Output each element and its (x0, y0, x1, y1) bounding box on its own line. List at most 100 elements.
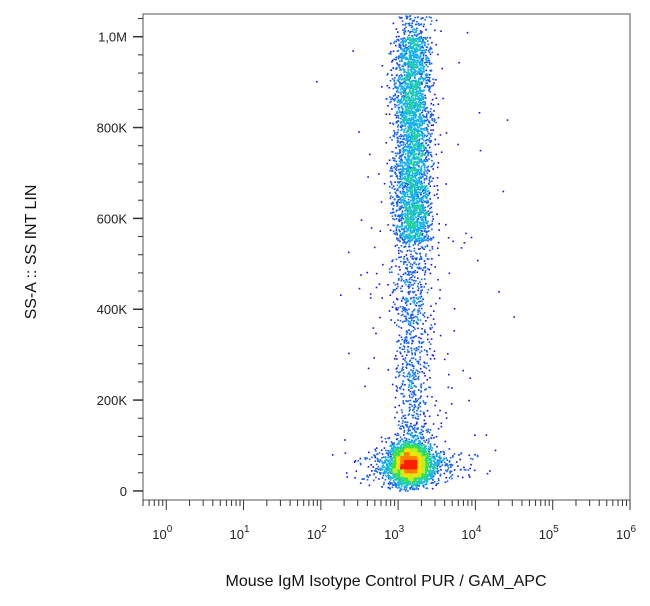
data-point (420, 449, 423, 452)
data-point (375, 332, 377, 335)
data-point (438, 229, 440, 231)
data-point (420, 90, 423, 92)
data-point (424, 415, 426, 418)
data-point (426, 258, 429, 260)
data-point (412, 52, 415, 55)
data-point (395, 447, 398, 449)
data-point (486, 472, 489, 475)
data-point (401, 290, 403, 292)
data-point (433, 465, 435, 468)
data-point (455, 461, 458, 463)
data-point (416, 108, 419, 110)
data-point (424, 270, 427, 272)
data-point (386, 452, 389, 455)
data-point (419, 435, 422, 438)
data-point (425, 16, 428, 18)
data-point (407, 93, 410, 96)
data-point (420, 390, 422, 392)
data-point (409, 77, 411, 80)
data-point (410, 114, 413, 117)
data-point (429, 211, 431, 214)
data-point (406, 331, 409, 334)
data-point (418, 120, 420, 123)
data-point (405, 207, 407, 210)
data-point (408, 283, 410, 286)
data-point (430, 85, 433, 87)
data-point (408, 72, 410, 74)
data-point (402, 57, 404, 59)
data-point (435, 153, 438, 156)
data-point (427, 49, 430, 52)
data-point (437, 469, 440, 472)
data-point (409, 277, 412, 279)
data-point (411, 205, 414, 207)
data-point (397, 57, 400, 60)
data-point (388, 52, 390, 55)
data-point (382, 471, 385, 474)
data-point (433, 460, 435, 462)
data-point (409, 47, 411, 50)
data-point (406, 121, 408, 124)
data-point (436, 465, 439, 468)
data-point (411, 432, 413, 434)
data-point (403, 485, 406, 488)
data-point (423, 330, 426, 333)
data-point (401, 135, 404, 137)
data-point (413, 290, 416, 293)
data-point (427, 112, 430, 114)
data-point (445, 464, 447, 466)
data-point (414, 434, 417, 436)
data-point (421, 437, 423, 440)
data-point (426, 431, 428, 433)
data-point (402, 345, 405, 347)
data-point (404, 164, 406, 167)
data-point (415, 486, 418, 489)
data-point (426, 151, 429, 153)
data-point (396, 131, 398, 134)
data-point (409, 271, 412, 273)
data-point (423, 167, 426, 169)
data-point (407, 145, 409, 148)
data-point (405, 315, 407, 318)
data-point (416, 168, 418, 171)
data-point (411, 156, 414, 159)
data-point (429, 37, 431, 39)
data-point (412, 258, 414, 260)
data-point (400, 87, 403, 89)
data-point (413, 172, 416, 175)
data-point (366, 479, 369, 481)
data-point (387, 72, 389, 75)
data-point (437, 478, 440, 480)
data-point (411, 342, 413, 345)
data-point (407, 427, 410, 429)
data-point (420, 218, 422, 221)
data-point (417, 81, 419, 84)
data-point (427, 205, 429, 208)
data-point (428, 146, 431, 149)
data-point (423, 159, 426, 161)
data-point (399, 165, 401, 167)
data-point (445, 223, 447, 226)
data-point (394, 82, 396, 84)
data-point (410, 109, 413, 112)
data-point (405, 108, 407, 110)
data-point (400, 144, 402, 146)
data-point (419, 114, 421, 116)
data-point (420, 289, 422, 292)
data-point (408, 202, 410, 205)
data-point (415, 156, 418, 158)
data-point (415, 190, 418, 193)
data-point (389, 180, 392, 183)
data-point (428, 457, 430, 459)
data-point (426, 114, 428, 117)
data-point (408, 234, 410, 237)
data-point (407, 58, 409, 61)
data-point (393, 135, 395, 138)
data-point (405, 204, 408, 207)
data-point (421, 307, 423, 310)
data-point (408, 410, 411, 412)
data-point (407, 198, 410, 201)
data-point (427, 120, 430, 122)
data-point (398, 484, 401, 487)
data-point (413, 247, 416, 250)
